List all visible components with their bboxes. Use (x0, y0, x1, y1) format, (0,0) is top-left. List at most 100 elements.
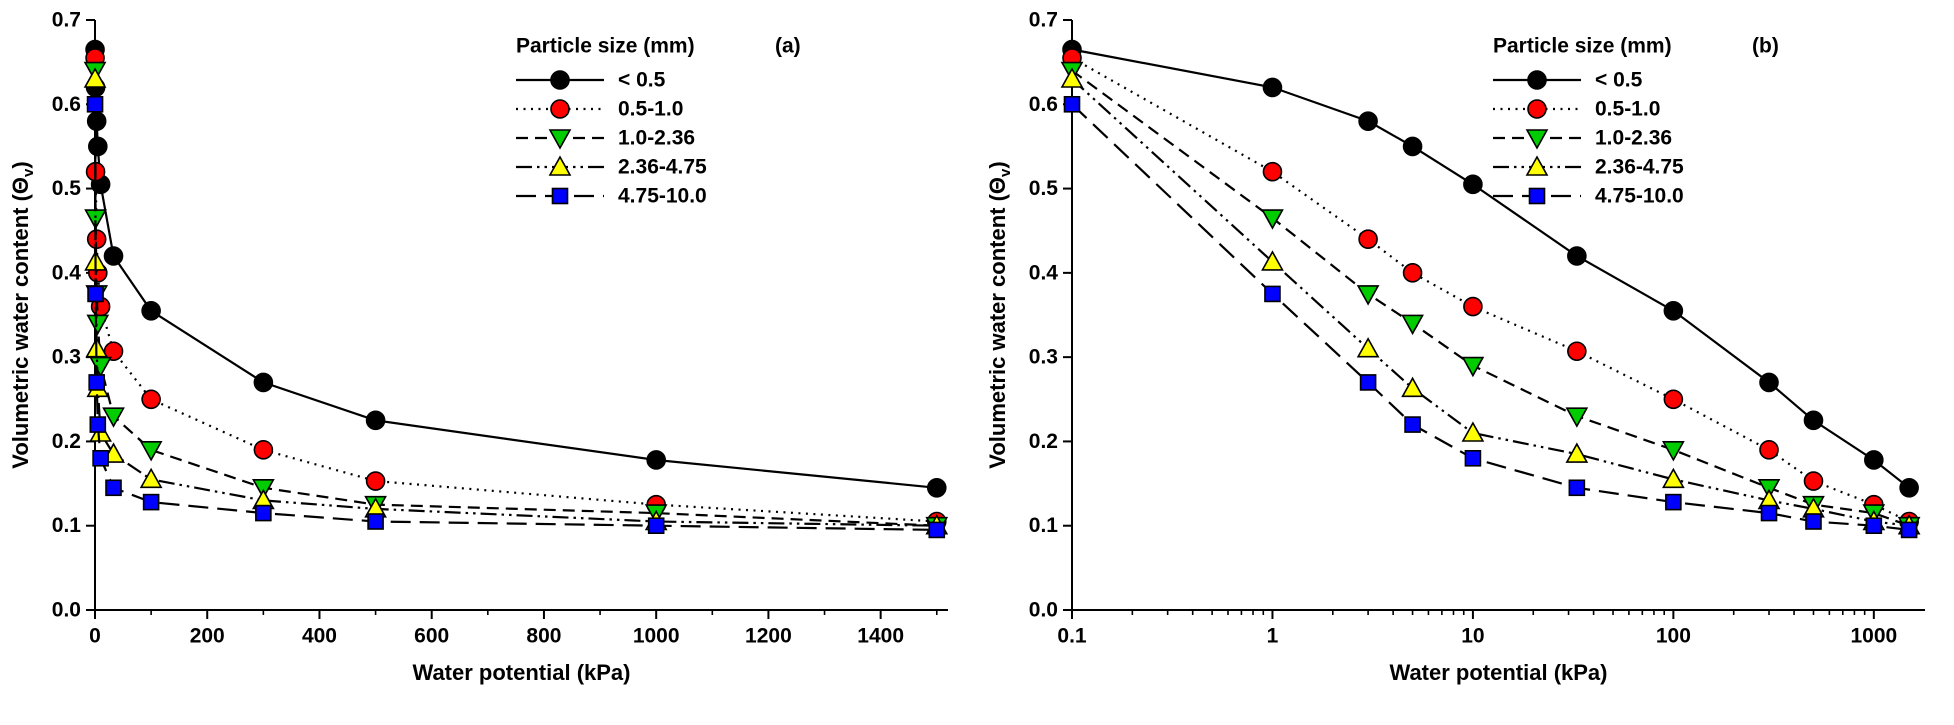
legend-title: Particle size (mm) (516, 35, 695, 58)
triangle-down-marker (1356, 285, 1380, 306)
square-marker (551, 187, 569, 205)
x-tick-label: 400 (302, 624, 337, 647)
series-line (94, 57, 937, 523)
x-tick-label: 1400 (857, 624, 904, 647)
legend-item: 0.5-1.0 (1493, 98, 1660, 121)
circle-marker (141, 389, 161, 410)
series--0.5 (85, 39, 947, 498)
square-marker (928, 521, 946, 539)
square-marker (1528, 187, 1546, 205)
square-marker (1865, 517, 1883, 535)
circle-marker (646, 450, 666, 470)
circle-marker (1663, 300, 1684, 321)
triangle-up-marker (1060, 67, 1084, 88)
series-line (94, 78, 937, 527)
x-tick-label: 1000 (1850, 624, 1897, 647)
chart-a: 0.0 0.1 0.2 0.3 0.4 0.5 0.6 0.7 0 200 400 600 800 100… (8, 9, 949, 685)
legend-item-label: 0.5-1.0 (618, 98, 683, 121)
triangle-up-marker (1565, 442, 1589, 463)
circle-marker (550, 99, 570, 119)
circle-marker (253, 372, 274, 393)
circle-marker (1759, 440, 1779, 460)
circle-marker (1567, 246, 1587, 266)
legend-item-label: < 0.5 (618, 69, 666, 92)
circle-marker (1262, 77, 1283, 98)
legend-item-label: 1.0-2.36 (1595, 127, 1672, 150)
circle-marker (1463, 296, 1483, 317)
x-tick-label: 1 (1267, 624, 1279, 647)
circle-marker (1864, 450, 1884, 470)
series-2.36-4.75 (83, 67, 949, 535)
legend-title: Particle size (mm) (1493, 35, 1672, 58)
triangle-down-marker (1662, 441, 1685, 462)
square-marker (1900, 521, 1918, 539)
triangle-down-marker (1261, 209, 1284, 230)
triangle-up-marker (139, 467, 163, 489)
triangle-down-marker (1525, 129, 1549, 150)
square-marker (86, 95, 104, 113)
series--0.5 (1062, 39, 1919, 498)
y-axis-title: Volumetric water content (Θv) (8, 161, 37, 468)
triangle-up-marker (1401, 376, 1424, 398)
square-marker (142, 493, 160, 511)
square-marker (1264, 285, 1281, 303)
series-line (94, 104, 937, 531)
legend-item-label: 1.0-2.36 (618, 127, 695, 150)
y-tick-label: 0.2 (52, 430, 81, 453)
x-tick-label: 100 (1656, 624, 1691, 647)
square-marker (89, 416, 107, 433)
square-marker (87, 285, 104, 303)
y-tick-label: 0.4 (52, 261, 82, 284)
x-axis-ticks: 0 200 400 600 800 1000 1200 1400 (89, 610, 938, 647)
square-marker (1359, 374, 1377, 391)
chart-panel-b: 0.0 0.1 0.2 0.3 0.4 0.5 0.6 0.7 0.1 1 10 100 1000 Wat… (977, 0, 1954, 725)
circle-marker (1463, 174, 1483, 195)
legend: Particle size (mm) (b) < 0.5 0.5-1.0 1.0-2.3… (1493, 35, 1779, 208)
y-tick-label: 0.3 (1029, 346, 1058, 369)
circle-marker (103, 246, 124, 266)
square-marker (1665, 493, 1682, 511)
triangle-down-marker (89, 356, 112, 378)
circle-marker (1402, 136, 1423, 157)
circle-marker (141, 300, 161, 321)
circle-marker (1527, 99, 1547, 119)
legend: Particle size (mm) (a) < 0.5 0.5-1.0 1.0-2.3… (516, 35, 801, 208)
square-marker (647, 517, 665, 535)
circle-marker (1899, 477, 1919, 498)
triangle-down-marker (1565, 407, 1589, 428)
square-marker (105, 479, 122, 497)
series-line (94, 70, 937, 527)
x-axis-ticks: 0.1 1 10 100 1000 (1057, 610, 1897, 647)
square-marker (92, 449, 109, 467)
legend-item-label: < 0.5 (1595, 69, 1643, 92)
legend-item: 1.0-2.36 (516, 127, 695, 150)
y-tick-label: 0.6 (52, 93, 81, 116)
x-tick-label: 600 (414, 624, 449, 647)
circle-marker (365, 410, 386, 431)
square-marker (255, 504, 272, 522)
series-line (1071, 56, 1910, 523)
chart-b: 0.00.10.20.30.40.50.60.70.1 1 10 100 1000Wat… (985, 9, 1925, 685)
legend-item-label: 4.75-10.0 (618, 185, 707, 208)
chart-panel-a: 0.0 0.1 0.2 0.3 0.4 0.5 0.6 0.7 0 200 400 600 800 100… (8, 9, 949, 685)
square-marker (1404, 416, 1421, 433)
legend-item-label: 2.36-4.75 (1595, 156, 1684, 179)
y-tick-label: 0.3 (52, 346, 81, 369)
series-line (1071, 78, 1910, 527)
circle-marker (1402, 263, 1423, 283)
series-0.5-1.0 (85, 48, 947, 532)
square-marker (1805, 513, 1822, 530)
legend-item: < 0.5 (516, 69, 666, 92)
square-marker (1063, 95, 1081, 113)
square-marker (367, 513, 384, 530)
y-tick-label: 0.7 (52, 9, 81, 32)
series-4.75-10.0 (86, 95, 946, 539)
circle-marker (1262, 161, 1283, 182)
circle-marker (1759, 372, 1779, 393)
legend-item: 4.75-10.0 (516, 185, 707, 208)
x-tick-label: 1200 (745, 624, 792, 647)
series-line (1071, 103, 1910, 531)
y-tick-label: 0.0 (1029, 599, 1058, 622)
square-marker (88, 374, 105, 391)
